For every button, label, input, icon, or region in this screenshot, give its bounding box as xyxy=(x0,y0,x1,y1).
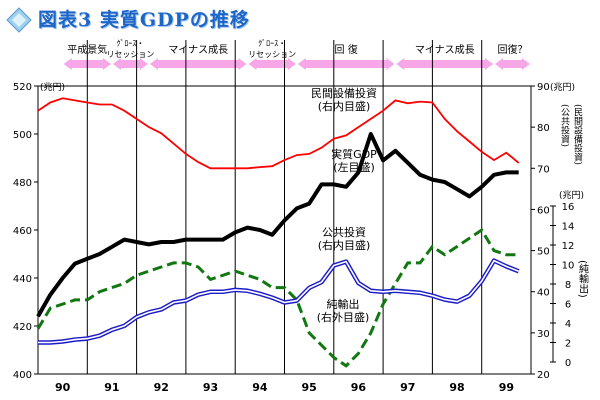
x-tick-label: 92 xyxy=(154,381,169,394)
x-tick-label: 98 xyxy=(449,381,464,394)
left-tick-label: 440 xyxy=(13,274,32,285)
phase-arrow xyxy=(248,58,296,70)
x-tick-label: 97 xyxy=(400,381,415,394)
title-bar: 図表3 実質GDPの推移 xyxy=(0,0,600,40)
phase-arrow xyxy=(396,58,494,70)
series-note-gdp: (左目盛) xyxy=(333,160,375,174)
right-tick-label: 70 xyxy=(537,164,550,175)
net-tick-label: 4 xyxy=(565,319,571,330)
x-tick-label: 90 xyxy=(55,381,71,394)
left-axis-unit: (兆円) xyxy=(40,82,65,93)
series-note-private_investment: (右内目盛) xyxy=(318,99,371,113)
left-tick-label: 460 xyxy=(13,226,32,237)
series-note-public_investment: (右内目盛) xyxy=(318,238,371,252)
right-axis-label: (民間設備投資) xyxy=(572,104,583,165)
series-note-net_exports: (右外目盛) xyxy=(317,310,370,324)
series-line-private_investment xyxy=(37,97,520,170)
x-tick-label: 91 xyxy=(104,381,119,394)
net-tick-label: 6 xyxy=(565,300,571,311)
phase-label: マイナス成長 xyxy=(168,44,228,56)
right-tick-label: 20 xyxy=(537,370,550,381)
x-tick-label: 96 xyxy=(351,381,367,394)
net-axis-label: (純輸出) xyxy=(577,260,589,298)
series-line-gdp xyxy=(36,132,519,318)
net-tick-label: 0 xyxy=(565,358,571,369)
right-tick-label: 80 xyxy=(537,123,550,134)
series-label-net_exports: 純輸出 xyxy=(327,297,360,311)
left-tick-label: 500 xyxy=(13,130,32,141)
phase-arrow xyxy=(112,58,148,70)
phase-label: ｸﾞﾛｰｽ・ xyxy=(116,39,144,48)
left-tick-label: 400 xyxy=(13,370,32,381)
net-tick-label: 8 xyxy=(565,280,571,291)
series-line-net_exports-inner xyxy=(38,259,519,344)
left-tick-label: 480 xyxy=(13,178,32,189)
phase-label: 回 復 xyxy=(335,43,358,56)
series-label-private_investment: 民間設備投資 xyxy=(311,86,377,100)
left-tick-label: 520 xyxy=(13,82,32,93)
series-label-public_investment: 公共投資 xyxy=(322,225,366,239)
net-tick-label: 12 xyxy=(562,241,575,252)
right-tick-label: 90 xyxy=(537,82,550,93)
series-line-public_investment xyxy=(36,227,519,368)
right-tick-label: 50 xyxy=(537,247,550,258)
phase-label: リセッション xyxy=(106,50,154,59)
x-tick-label: 99 xyxy=(499,381,514,394)
left-tick-label: 420 xyxy=(13,322,32,333)
x-tick-label: 95 xyxy=(301,381,316,394)
net-tick-label: 16 xyxy=(562,202,575,213)
right-axis-label: (公共投資) xyxy=(559,104,570,147)
diamond-icon xyxy=(6,7,32,33)
net-tick-label: 14 xyxy=(562,222,575,233)
net-tick-label: 10 xyxy=(562,261,575,272)
right-tick-label: 60 xyxy=(537,205,550,216)
phase-arrow xyxy=(149,58,247,70)
phase-label: ｸﾞﾛｰｽ・ xyxy=(258,39,286,48)
net-tick-label: 2 xyxy=(565,339,571,350)
right-axis-unit: (兆円) xyxy=(550,82,575,93)
series-label-gdp: 実質GDP xyxy=(331,147,377,161)
right-tick-label: 40 xyxy=(537,288,550,299)
phase-label: マイナス成長 xyxy=(415,44,475,56)
phase-label: 回復？ xyxy=(498,43,528,56)
x-tick-label: 93 xyxy=(203,381,218,394)
net-axis-unit: (兆円) xyxy=(559,190,584,201)
x-tick-label: 94 xyxy=(252,381,268,394)
right-tick-label: 30 xyxy=(537,329,550,340)
page-title: 図表3 実質GDPの推移 xyxy=(38,9,250,31)
phase-arrow xyxy=(297,58,395,70)
phase-arrow xyxy=(495,58,530,70)
phase-label: リセッション xyxy=(248,50,296,59)
